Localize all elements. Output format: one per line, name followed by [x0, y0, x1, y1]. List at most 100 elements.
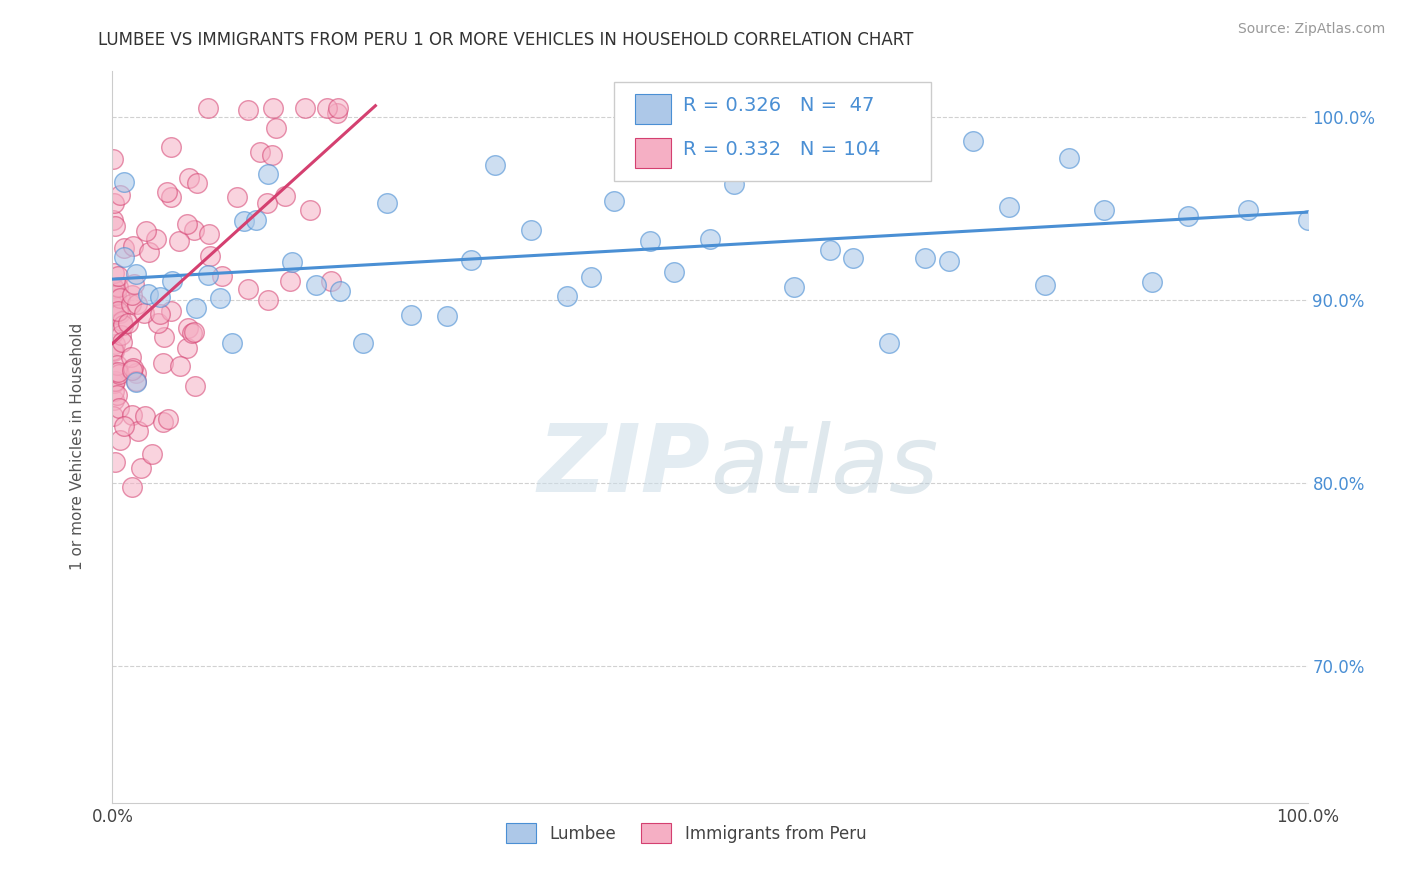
- Point: [160, 303, 183, 318]
- Point: [108, 367, 131, 381]
- Point: [914, 251, 936, 265]
- Point: [211, 268, 233, 283]
- Point: [262, 101, 284, 115]
- Point: [723, 177, 745, 191]
- Point: [104, 337, 127, 351]
- Point: [103, 281, 125, 295]
- Point: [177, 321, 200, 335]
- Point: [184, 379, 207, 393]
- Point: [145, 232, 167, 246]
- Point: [177, 171, 200, 186]
- Point: [998, 200, 1021, 214]
- Point: [326, 105, 349, 120]
- Text: Source: ZipAtlas.com: Source: ZipAtlas.com: [1237, 22, 1385, 37]
- Text: atlas: atlas: [710, 421, 938, 512]
- Point: [125, 267, 148, 281]
- Point: [108, 433, 131, 447]
- Point: [281, 255, 304, 269]
- Point: [249, 145, 271, 160]
- Point: [640, 234, 662, 248]
- Point: [238, 103, 260, 117]
- Point: [101, 326, 124, 340]
- Point: [1033, 278, 1056, 293]
- Point: [107, 365, 129, 379]
- Point: [103, 195, 125, 210]
- Text: 1 or more Vehicles in Household: 1 or more Vehicles in Household: [70, 322, 84, 570]
- Point: [169, 359, 191, 374]
- Point: [209, 291, 232, 305]
- Point: [114, 419, 136, 434]
- Legend: Lumbee, Immigrants from Peru: Lumbee, Immigrants from Peru: [499, 817, 873, 849]
- Point: [111, 318, 134, 332]
- Point: [108, 401, 131, 416]
- Point: [401, 308, 423, 322]
- Point: [103, 384, 125, 399]
- Point: [484, 158, 506, 172]
- Point: [186, 176, 208, 190]
- Point: [121, 288, 143, 302]
- Point: [152, 356, 174, 370]
- Point: [125, 366, 148, 380]
- Point: [245, 213, 267, 227]
- Point: [818, 243, 841, 257]
- Point: [280, 275, 302, 289]
- Bar: [634, 94, 671, 124]
- Text: ZIP: ZIP: [537, 420, 710, 512]
- Point: [842, 251, 865, 265]
- Point: [236, 282, 259, 296]
- Point: [112, 241, 135, 255]
- Point: [103, 343, 125, 358]
- Point: [329, 284, 352, 298]
- Point: [782, 280, 804, 294]
- Point: [1237, 202, 1260, 217]
- Point: [377, 195, 399, 210]
- Point: [257, 167, 280, 181]
- Point: [110, 291, 132, 305]
- Point: [105, 358, 128, 372]
- Point: [555, 289, 578, 303]
- Point: [181, 326, 204, 341]
- Point: [603, 194, 626, 209]
- Point: [127, 296, 149, 310]
- Text: LUMBEE VS IMMIGRANTS FROM PERU 1 OR MORE VEHICLES IN HOUSEHOLD CORRELATION CHART: LUMBEE VS IMMIGRANTS FROM PERU 1 OR MORE…: [98, 31, 914, 49]
- Point: [117, 316, 139, 330]
- Point: [352, 336, 374, 351]
- Point: [110, 328, 132, 343]
- Point: [103, 282, 125, 296]
- Point: [1177, 209, 1199, 223]
- Point: [1094, 203, 1116, 218]
- Point: [938, 254, 960, 268]
- Point: [103, 365, 125, 379]
- Point: [294, 101, 316, 115]
- Point: [108, 306, 131, 320]
- Point: [257, 293, 280, 307]
- Point: [125, 375, 148, 389]
- Point: [305, 278, 328, 293]
- Point: [103, 392, 125, 407]
- Point: [879, 336, 901, 351]
- Point: [101, 152, 124, 166]
- Point: [149, 307, 172, 321]
- Point: [149, 290, 172, 304]
- Point: [135, 224, 157, 238]
- Point: [316, 101, 339, 115]
- Point: [262, 148, 284, 162]
- Point: [121, 239, 143, 253]
- Point: [107, 303, 129, 318]
- Point: [152, 330, 174, 344]
- Text: R = 0.332   N = 104: R = 0.332 N = 104: [682, 140, 880, 160]
- Point: [138, 244, 160, 259]
- Point: [1142, 275, 1164, 289]
- Point: [111, 335, 134, 350]
- Point: [120, 350, 142, 364]
- Point: [105, 288, 128, 302]
- Point: [962, 134, 984, 148]
- Point: [664, 265, 686, 279]
- Point: [121, 408, 143, 422]
- Point: [520, 223, 543, 237]
- Point: [162, 274, 183, 288]
- Point: [121, 361, 143, 376]
- Point: [186, 301, 208, 316]
- Point: [101, 306, 124, 320]
- Point: [256, 196, 278, 211]
